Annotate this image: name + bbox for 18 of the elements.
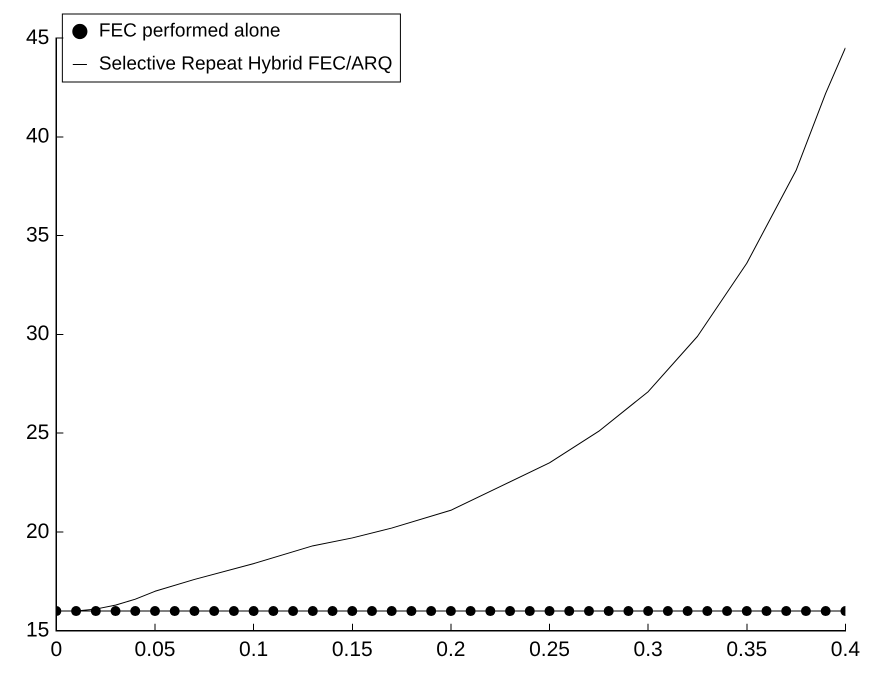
y-tick-label: 15 — [26, 618, 50, 642]
legend-label: FEC performed alone — [98, 20, 281, 42]
x-tick-label: 0.15 — [332, 638, 373, 662]
legend-label: Selective Repeat Hybrid FEC/ARQ — [98, 54, 392, 75]
x-tick-label: 0.25 — [529, 638, 570, 662]
x-tick-label: 0.2 — [436, 638, 466, 662]
y-tick-label: 45 — [26, 26, 50, 49]
x-tick-label: 0.4 — [830, 638, 860, 662]
x-tick-label: 0.1 — [239, 638, 268, 662]
x-tick-label: 0.35 — [726, 638, 768, 662]
x-tick-label: 0.05 — [134, 638, 176, 662]
x-tick-label: 0 — [50, 638, 62, 662]
y-tick-label: 25 — [26, 420, 50, 444]
x-tick-label: 0.3 — [634, 638, 663, 662]
y-tick-label: 20 — [26, 520, 50, 543]
y-tick-label: 30 — [26, 322, 50, 346]
y-tick-label: 35 — [26, 223, 50, 246]
y-tick-label: 40 — [26, 124, 50, 148]
